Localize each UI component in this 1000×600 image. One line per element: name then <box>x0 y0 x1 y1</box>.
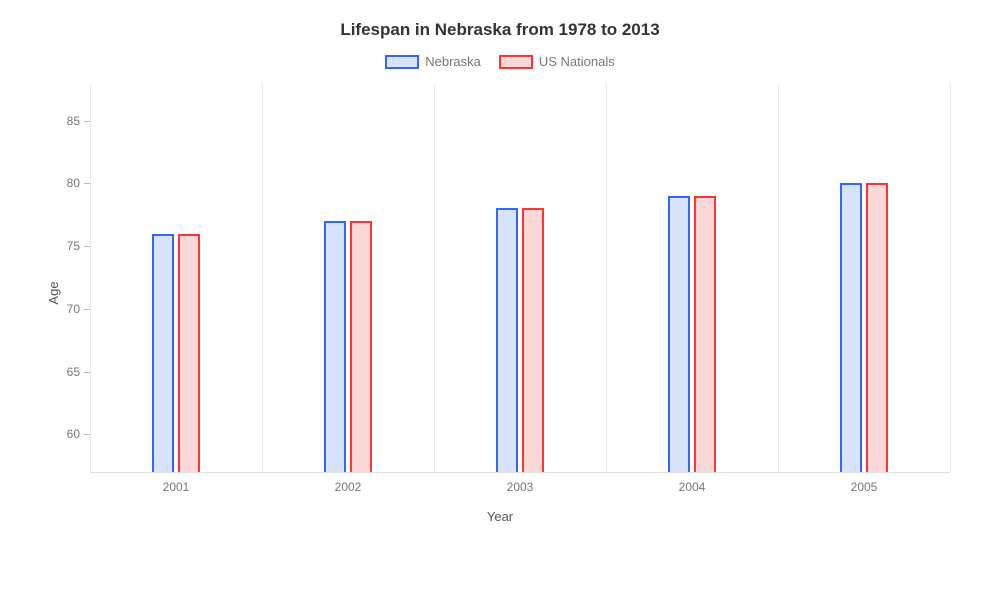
bar <box>866 183 888 472</box>
gridline-vertical <box>434 83 435 472</box>
gridline-vertical <box>262 83 263 472</box>
y-tick-label: 65 <box>67 365 80 379</box>
y-tick-label: 85 <box>67 114 80 128</box>
y-tick-label: 75 <box>67 239 80 253</box>
x-tick-label: 2005 <box>851 480 878 494</box>
x-tick-label: 2003 <box>507 480 534 494</box>
plot-zone: 60657075808520012002200320042005 Age <box>90 83 950 503</box>
legend-label: US Nationals <box>539 54 615 69</box>
x-axis-label: Year <box>30 509 970 524</box>
bar <box>496 208 518 472</box>
y-tick-label: 80 <box>67 176 80 190</box>
y-axis-label: Age <box>46 281 61 304</box>
plot-area: 60657075808520012002200320042005 <box>90 83 950 473</box>
x-tick-label: 2002 <box>335 480 362 494</box>
gridline-vertical <box>950 83 951 472</box>
bar <box>522 208 544 472</box>
bar <box>152 234 174 472</box>
legend-label: Nebraska <box>425 54 481 69</box>
gridline-vertical <box>90 83 91 472</box>
gridline-vertical <box>606 83 607 472</box>
bar <box>178 234 200 472</box>
bar <box>694 196 716 472</box>
legend-swatch <box>385 55 419 69</box>
bar <box>324 221 346 472</box>
chart-container: Lifespan in Nebraska from 1978 to 2013 N… <box>0 0 1000 600</box>
chart-legend: Nebraska US Nationals <box>30 54 970 69</box>
legend-swatch <box>499 55 533 69</box>
bar <box>840 183 862 472</box>
y-tick-label: 70 <box>67 302 80 316</box>
gridline-vertical <box>778 83 779 472</box>
x-tick-label: 2004 <box>679 480 706 494</box>
chart-title: Lifespan in Nebraska from 1978 to 2013 <box>30 20 970 40</box>
bar <box>350 221 372 472</box>
y-tick-label: 60 <box>67 427 80 441</box>
x-tick-label: 2001 <box>163 480 190 494</box>
bar <box>668 196 690 472</box>
legend-item: Nebraska <box>385 54 481 69</box>
legend-item: US Nationals <box>499 54 615 69</box>
